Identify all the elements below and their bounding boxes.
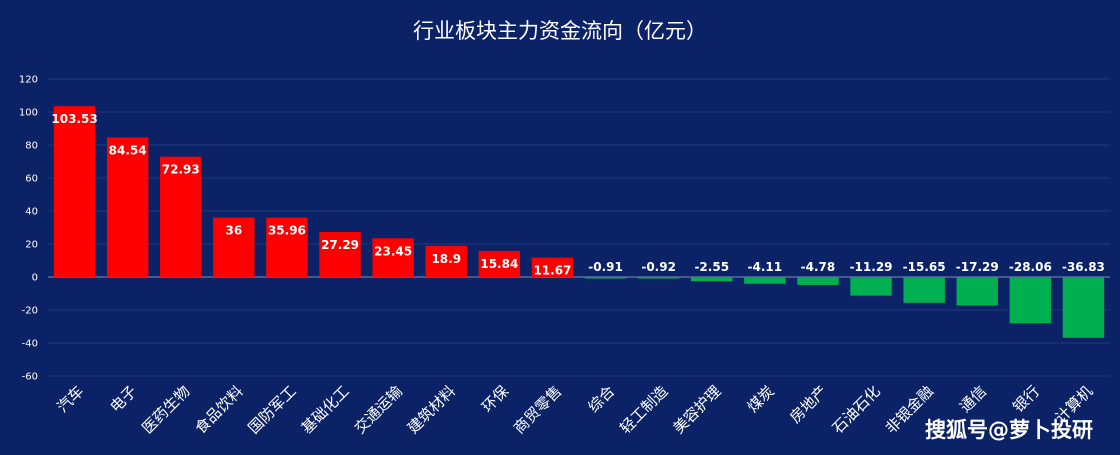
y-tick-label: -40 bbox=[22, 339, 38, 350]
watermark-text: 搜狐号@萝卜投研 bbox=[925, 418, 1093, 442]
x-tick-label: 银行 bbox=[1009, 382, 1043, 416]
bar-医药生物 bbox=[160, 156, 202, 277]
y-tick-label: 120 bbox=[19, 75, 38, 86]
y-tick-label: -20 bbox=[22, 306, 38, 317]
y-tick-label: 20 bbox=[25, 240, 38, 251]
x-tick-label: 房地产 bbox=[786, 382, 831, 427]
x-tick-label: 环保 bbox=[478, 382, 512, 416]
bar-轻工制造 bbox=[637, 277, 680, 279]
bar-综合 bbox=[584, 277, 627, 279]
x-tick-label: 综合 bbox=[584, 382, 618, 416]
data-label: -4.78 bbox=[801, 260, 836, 274]
x-tick-label: 医药生物 bbox=[138, 382, 193, 437]
bar-非银金融 bbox=[903, 277, 945, 303]
y-tick-label: 60 bbox=[25, 174, 38, 185]
bar-计算机 bbox=[1062, 277, 1105, 338]
bar-电子 bbox=[106, 137, 149, 277]
data-label: -0.92 bbox=[641, 260, 676, 274]
bar-建筑材料 bbox=[425, 245, 467, 277]
data-label: 84.54 bbox=[109, 144, 147, 158]
bar-银行 bbox=[1009, 277, 1052, 324]
bar-通信 bbox=[956, 277, 998, 306]
y-tick-label: 40 bbox=[25, 207, 38, 218]
bar-交通运输 bbox=[372, 238, 414, 277]
x-tick-label: 美容护理 bbox=[669, 382, 724, 437]
bar-汽车 bbox=[53, 106, 96, 277]
data-label: 35.96 bbox=[268, 224, 306, 238]
data-label: -15.65 bbox=[903, 260, 946, 274]
bar-食品饮料 bbox=[213, 217, 255, 277]
x-tick-label: 电子 bbox=[107, 382, 141, 416]
x-tick-label: 食品饮料 bbox=[192, 382, 247, 437]
x-tick-label: 商贸零售 bbox=[510, 382, 565, 437]
x-tick-label: 汽车 bbox=[53, 382, 87, 416]
bar-环保 bbox=[478, 250, 521, 277]
data-label: 15.84 bbox=[480, 257, 518, 271]
x-tick-label: 建筑材料 bbox=[404, 382, 459, 437]
bar-煤炭 bbox=[744, 277, 786, 284]
x-tick-label: 基础化工 bbox=[298, 382, 353, 437]
y-tick-label: -60 bbox=[22, 372, 38, 383]
bar-国防军工 bbox=[266, 217, 308, 277]
data-label: 27.29 bbox=[321, 238, 359, 252]
data-label: -4.11 bbox=[748, 260, 783, 274]
data-label: 18.9 bbox=[431, 252, 461, 266]
bar-石油石化 bbox=[850, 277, 892, 296]
bar-美容护理 bbox=[691, 277, 733, 282]
y-tick-label: 100 bbox=[19, 108, 38, 119]
data-label: 36 bbox=[225, 224, 242, 238]
data-label: 72.93 bbox=[162, 163, 200, 177]
y-tick-label: 80 bbox=[25, 141, 38, 152]
data-label: -0.91 bbox=[588, 260, 623, 274]
data-label: -36.83 bbox=[1062, 260, 1105, 274]
data-label: 103.53 bbox=[51, 112, 97, 126]
bar-房地产 bbox=[797, 277, 839, 285]
x-tick-label: 通信 bbox=[956, 382, 990, 416]
bar-基础化工 bbox=[319, 231, 361, 277]
data-label: -11.29 bbox=[850, 260, 893, 274]
y-tick-label: 0 bbox=[32, 273, 38, 284]
data-label: -28.06 bbox=[1009, 260, 1052, 274]
chart-title: 行业板块主力资金流向（亿元） bbox=[413, 19, 707, 43]
x-tick-label: 轻工制造 bbox=[616, 382, 671, 437]
data-label: 23.45 bbox=[374, 244, 412, 258]
x-tick-label: 国防军工 bbox=[245, 382, 300, 437]
data-label: -17.29 bbox=[956, 260, 999, 274]
data-label: -2.55 bbox=[694, 260, 729, 274]
x-tick-label: 石油石化 bbox=[829, 382, 884, 437]
data-label: 11.67 bbox=[533, 264, 571, 278]
x-tick-label: 交通运输 bbox=[351, 382, 406, 437]
x-tick-label: 煤炭 bbox=[744, 382, 778, 416]
bar-商贸零售 bbox=[531, 257, 574, 277]
